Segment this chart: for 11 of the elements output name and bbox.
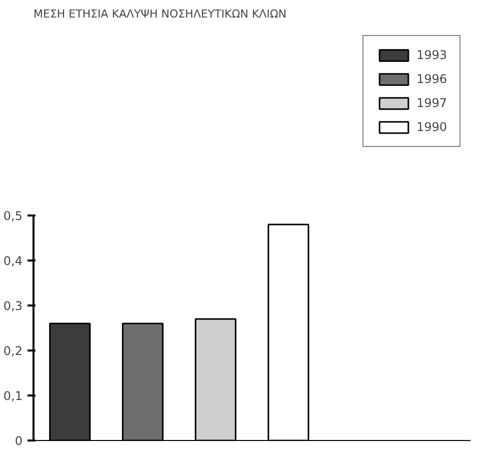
y-tick-label: 0,3 <box>3 299 23 313</box>
y-tick-label: 0,5 <box>3 209 23 223</box>
legend-label: 1996 <box>416 72 447 86</box>
legend-label: 1990 <box>416 120 447 134</box>
y-tick-label: 0,4 <box>3 254 23 268</box>
legend-label: 1997 <box>416 96 447 110</box>
y-tick-label: 0,2 <box>3 344 23 358</box>
y-tick-label: 0,1 <box>3 389 23 403</box>
legend-label: 1993 <box>416 48 447 62</box>
y-tick-label: 0 <box>14 434 23 448</box>
chart-title: ΜΕΣΗ ΕΤΗΣΙΑ ΚΑΛΥΨΗ ΝΟΣΗΛΕΥΤΙΚΩΝ ΚΛΙΩΝ <box>34 8 286 20</box>
